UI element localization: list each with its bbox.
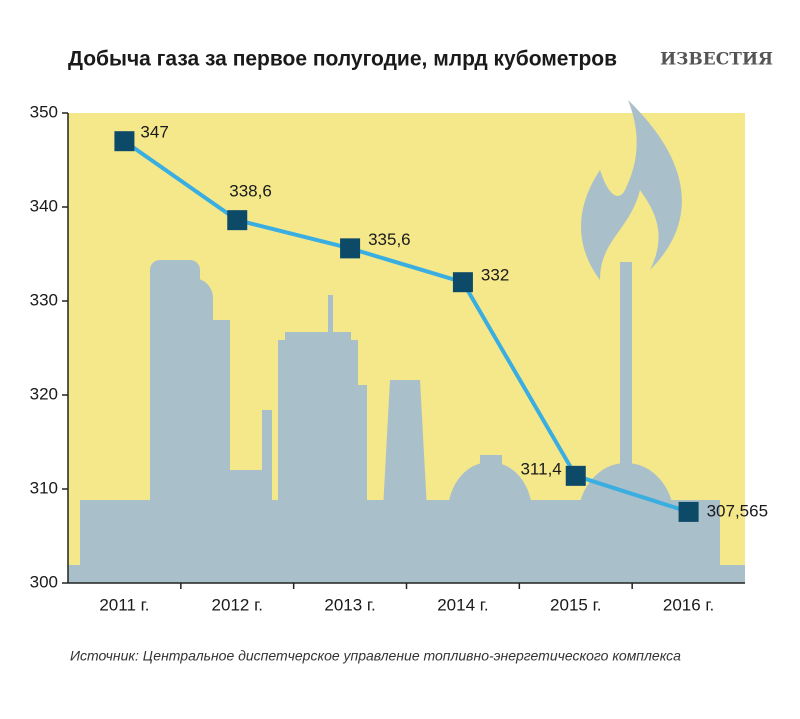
y-tick-label: 310 [30, 478, 58, 497]
marker [452, 272, 473, 293]
x-tick-label: 2013 г. [324, 595, 375, 614]
data-line [123, 139, 690, 514]
value-label: 335,6 [368, 230, 411, 249]
y-tick-label: 320 [30, 384, 58, 403]
value-label: 332 [481, 266, 509, 285]
value-label: 338,6 [229, 182, 272, 201]
y-tick-label: 330 [30, 290, 58, 309]
x-tick-label: 2012 г. [212, 595, 263, 614]
x-tick-label: 2016 г. [663, 595, 714, 614]
y-tick-label: 300 [30, 572, 58, 591]
value-label: 307,565 [707, 501, 768, 520]
value-label: 347 [140, 123, 168, 142]
marker [565, 465, 586, 486]
marker [340, 238, 361, 259]
x-tick-label: 2015 г. [550, 595, 601, 614]
industrial-silhouette [68, 100, 745, 583]
marker [678, 501, 699, 522]
source-note: Источник: Центральное диспетчерское упра… [70, 648, 681, 664]
x-tick-label: 2014 г. [437, 595, 488, 614]
x-tick-label: 2011 г. [99, 595, 149, 614]
y-tick-label: 350 [30, 102, 58, 121]
marker [114, 131, 135, 152]
y-tick-label: 340 [30, 196, 58, 215]
value-label: 311,4 [520, 459, 561, 478]
chart-title: Добыча газа за первое полугодие, млрд ку… [68, 48, 617, 71]
marker [227, 210, 248, 231]
brand: ИЗВЕСТИЯ [660, 50, 773, 70]
